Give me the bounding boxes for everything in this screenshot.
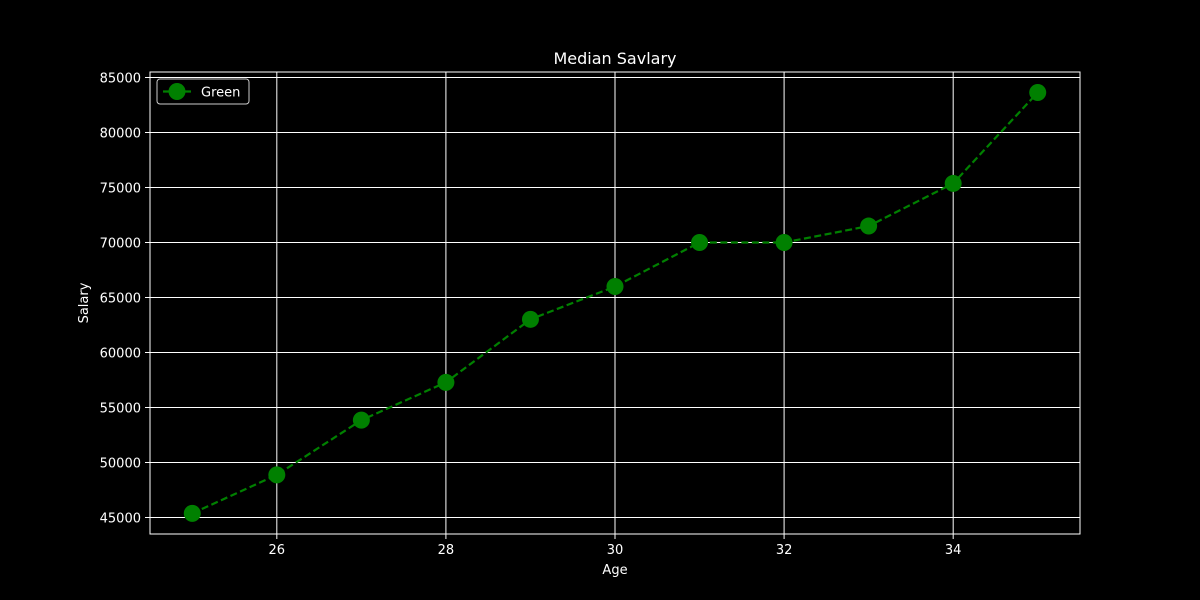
axis-ticks: 26 28 30 32 34 45000 50000 55000 60000 65000 70000… bbox=[100, 72, 962, 559]
x-tick-label: 26 bbox=[269, 543, 286, 558]
data-point bbox=[352, 411, 370, 429]
grid-layer bbox=[150, 72, 1080, 534]
chart-title: Median Savlary bbox=[553, 49, 676, 68]
data-point bbox=[775, 234, 793, 251]
y-tick-label: 70000 bbox=[100, 237, 141, 252]
data-point bbox=[521, 310, 539, 328]
y-tick-label: 50000 bbox=[100, 457, 141, 472]
data-point bbox=[860, 217, 878, 235]
y-tick-label: 65000 bbox=[100, 292, 141, 307]
x-tick-label: 28 bbox=[438, 543, 455, 558]
data-point bbox=[183, 504, 201, 522]
y-tick-label: 75000 bbox=[100, 182, 141, 197]
y-axis-label: Salary bbox=[77, 282, 92, 323]
series-line bbox=[191, 91, 1039, 515]
data-point bbox=[437, 373, 455, 391]
legend-label: Green bbox=[201, 86, 240, 101]
legend-marker-swatch bbox=[168, 83, 186, 100]
y-tick-label: 45000 bbox=[100, 512, 141, 527]
data-point bbox=[606, 278, 624, 296]
x-tick-label: 34 bbox=[945, 543, 962, 558]
data-point bbox=[1029, 83, 1047, 101]
x-tick-label: 32 bbox=[776, 543, 793, 558]
data-point bbox=[268, 466, 286, 484]
x-tick-label: 30 bbox=[607, 543, 624, 558]
data-point bbox=[944, 174, 962, 192]
y-tick-label: 80000 bbox=[100, 127, 141, 142]
series-layer bbox=[183, 83, 1047, 522]
x-axis-label: Age bbox=[602, 563, 627, 578]
legend: Green bbox=[156, 78, 250, 105]
y-tick-label: 55000 bbox=[100, 402, 141, 417]
data-point bbox=[691, 233, 709, 251]
y-tick-label: 60000 bbox=[100, 347, 141, 362]
y-tick-label: 85000 bbox=[100, 72, 141, 87]
